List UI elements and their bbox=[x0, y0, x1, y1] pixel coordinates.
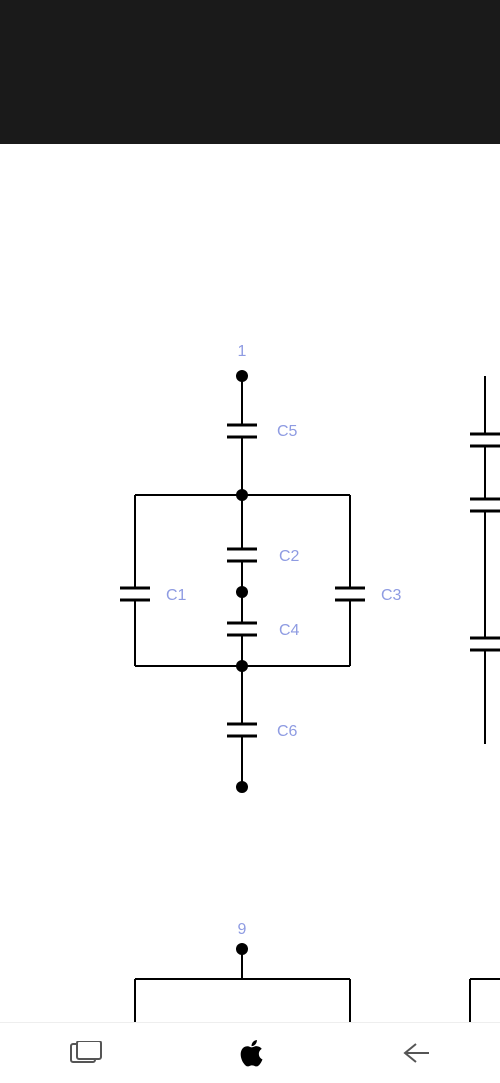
bottom-nav bbox=[0, 1022, 500, 1083]
apple-logo-icon[interactable] bbox=[239, 1038, 265, 1068]
capacitor-label-c6: C6 bbox=[277, 723, 298, 740]
capacitor-label-c2: C2 bbox=[279, 548, 300, 565]
figure-number-1: 1 bbox=[238, 343, 247, 360]
capacitor-label-c5: C5 bbox=[277, 423, 298, 440]
circuit-diagram: 1 9 C1 C2 C3 C4 C5 C6 bbox=[0, 144, 500, 1023]
capacitor-label-c3: C3 bbox=[381, 587, 402, 604]
top-bar bbox=[0, 0, 500, 144]
back-icon[interactable] bbox=[402, 1041, 432, 1065]
recents-icon[interactable] bbox=[68, 1041, 102, 1065]
capacitors: C1 C2 C3 C4 C5 C6 bbox=[120, 423, 402, 740]
figure-number-9: 9 bbox=[238, 921, 247, 938]
content-area: 1 9 C1 C2 C3 C4 C5 C6 bbox=[0, 144, 500, 1023]
wires bbox=[135, 376, 500, 1023]
capacitor-label-c4: C4 bbox=[279, 622, 300, 639]
capacitor-label-c1: C1 bbox=[166, 587, 187, 604]
